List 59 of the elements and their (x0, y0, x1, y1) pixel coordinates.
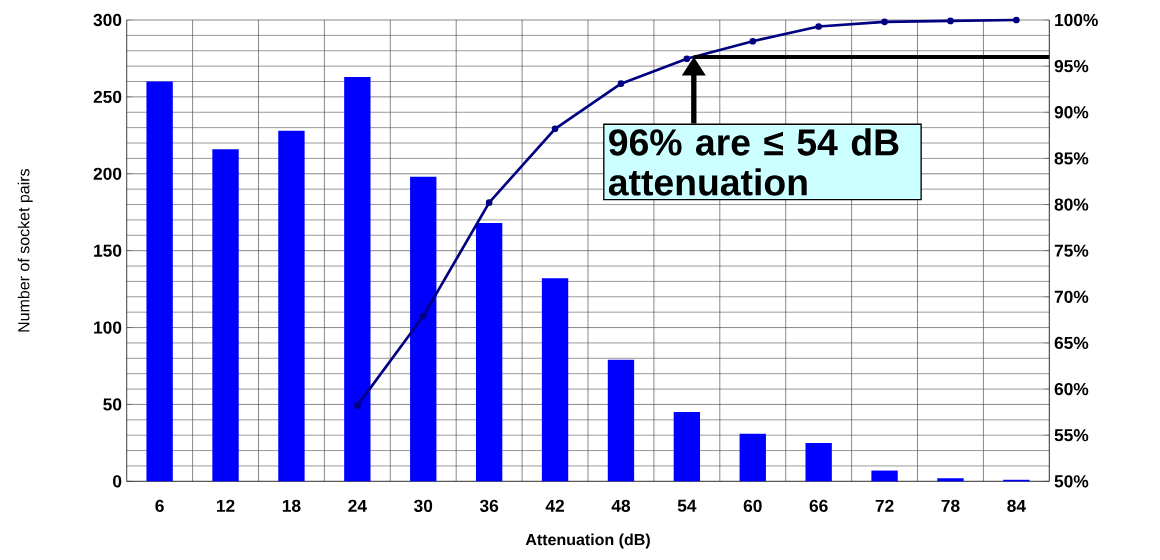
bar (278, 130, 305, 482)
y2-tick-label: 75% (1054, 244, 1089, 257)
y2-tick-label: 90% (1054, 106, 1089, 119)
x-axis-title: Attenuation (dB) (525, 533, 650, 549)
y2-tick-label: 80% (1054, 198, 1089, 211)
x-tick-label: 42 (545, 499, 564, 512)
x-tick-label: 18 (282, 499, 301, 512)
x-tick-label: 6 (155, 499, 164, 512)
point (551, 125, 559, 133)
x-tick-label: 84 (1007, 499, 1026, 512)
point (749, 37, 757, 45)
y2-tick-label: 55% (1054, 429, 1089, 442)
bar (146, 81, 173, 482)
y-tick-label: 0 (113, 475, 122, 488)
x-tick-label: 48 (611, 499, 631, 512)
point (617, 80, 625, 87)
y2-tick-label: 70% (1054, 290, 1089, 303)
x-tick-label: 78 (941, 499, 960, 512)
x-tick-label: 36 (479, 499, 499, 513)
point (683, 55, 691, 63)
bar (541, 278, 569, 482)
y-tick-label: 50 (103, 398, 122, 411)
y-tick-label: 150 (94, 244, 122, 257)
bar (805, 442, 832, 482)
point (881, 18, 888, 26)
bar (344, 76, 371, 482)
point (419, 312, 427, 320)
y-tick-label: 100 (94, 321, 122, 334)
y-tick-label: 300 (93, 13, 122, 27)
y2-tick-label: 65% (1054, 336, 1089, 350)
x-tick-label: 54 (677, 499, 697, 512)
y2-tick-label: 95% (1054, 59, 1089, 73)
point (947, 17, 954, 25)
bar (475, 222, 503, 482)
y2-tick-label: 100% (1055, 13, 1098, 27)
bar (212, 149, 239, 482)
annotation: 96% are ≤ 54 dB attenuation (608, 128, 899, 196)
bar (937, 478, 964, 482)
x-tick-label: 72 (875, 499, 894, 512)
x-tick-label: 60 (743, 499, 762, 512)
x-tick-label: 30 (414, 499, 433, 513)
y-tick-label: 200 (93, 167, 122, 180)
y2-tick-label: 85% (1054, 152, 1089, 165)
x-tick-label: 12 (216, 499, 235, 512)
y-tick-label: 250 (93, 90, 122, 104)
point (354, 402, 361, 409)
bar (871, 470, 898, 482)
y2-tick-label: 50% (1054, 475, 1089, 488)
y2-tick-label: 60% (1054, 382, 1089, 396)
point (1013, 16, 1020, 24)
point (815, 23, 823, 30)
bar (673, 412, 701, 482)
x-tick-label: 24 (348, 499, 367, 512)
bar (410, 176, 437, 482)
point (485, 199, 493, 207)
bar (739, 433, 766, 482)
y-axis-title: Number of socket pairs (17, 169, 33, 332)
bar (607, 359, 635, 482)
x-tick-label: 66 (809, 499, 828, 512)
